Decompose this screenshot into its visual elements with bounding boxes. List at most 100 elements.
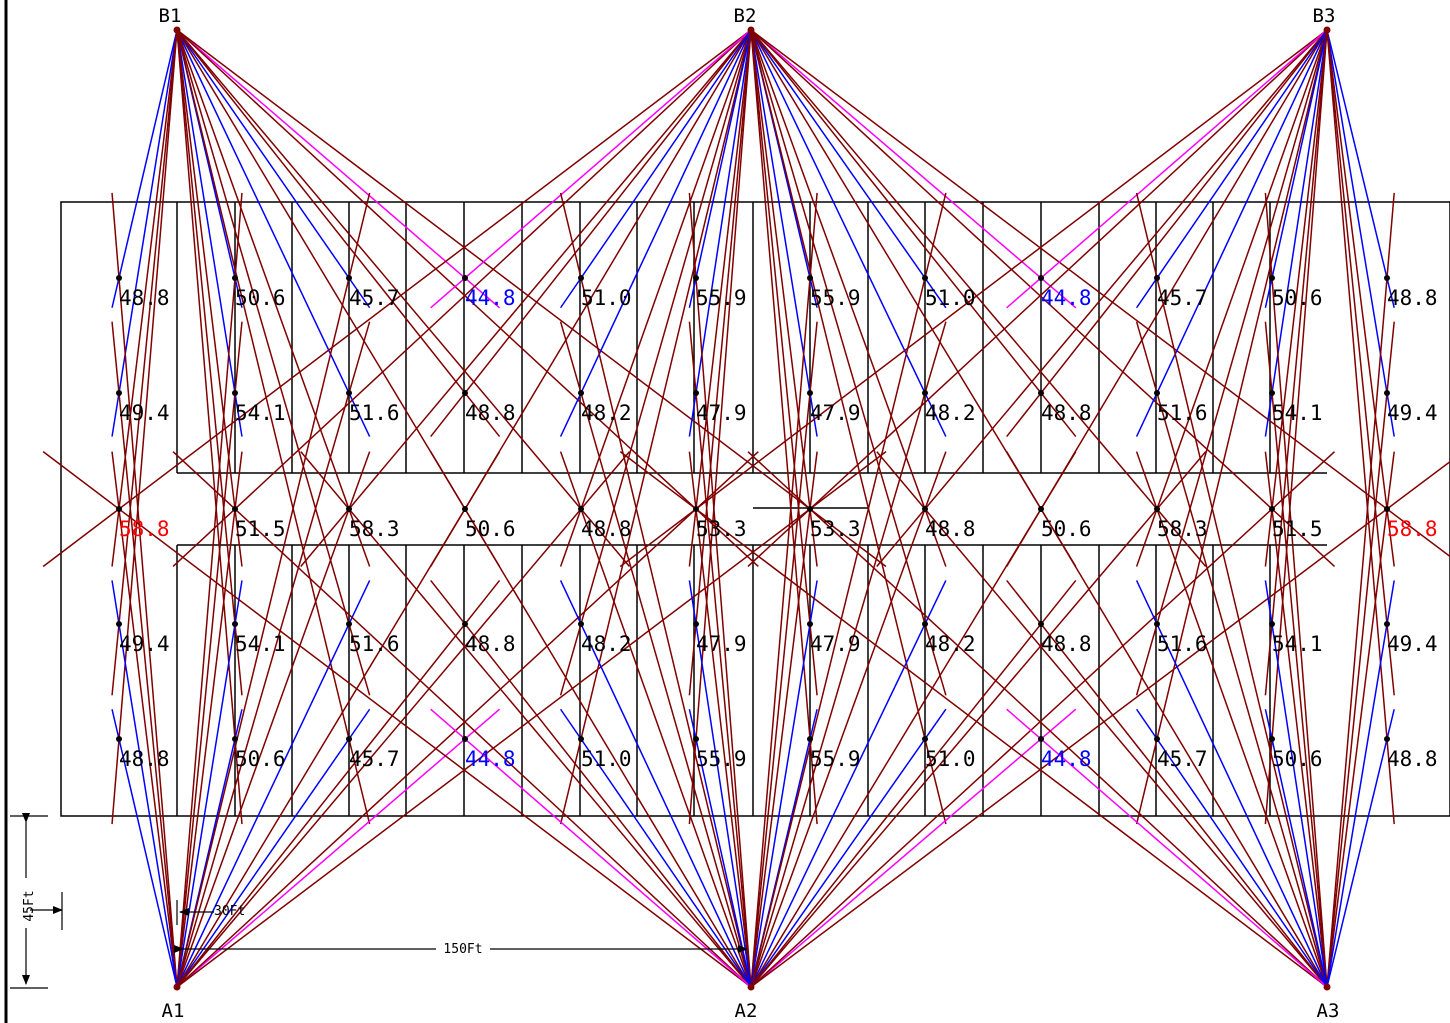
calc-point [346,275,352,281]
aiming-lines [42,29,1450,988]
aim-line [750,29,947,309]
illuminance-value: 47.9 [696,632,747,656]
illuminance-value: 51.0 [581,747,632,771]
illuminance-value: 50.6 [1041,517,1092,541]
calc-point [1038,621,1044,627]
calc-point [1269,275,1275,281]
illuminance-value: 55.9 [810,747,861,771]
calc-point [693,736,699,742]
aim-line [1326,580,1395,988]
illuminance-value: 51.6 [349,632,400,656]
aim-line [750,29,818,567]
illuminance-value: 51.6 [1157,401,1208,425]
aim-line [619,29,1328,568]
pole-A1: A1 [162,983,184,1022]
dimension-annotations: 45Ft 30Ft 150Ft [10,813,748,989]
calc-point [807,506,813,512]
aim-line [750,29,1077,309]
calc-point [578,390,584,396]
aim-line [750,29,818,825]
aim-line [176,192,243,988]
aim-line [1006,451,1328,988]
aim-line [1135,321,1328,988]
aim-line [172,451,752,988]
calc-point [922,275,928,281]
calc-point [693,275,699,281]
aim-line [559,29,752,825]
calc-point [1384,506,1390,512]
aim-line [111,29,178,696]
illuminance-value: 54.1 [235,632,286,656]
aim-line [750,451,818,988]
aim-line [688,709,752,988]
aim-line [1135,708,1328,988]
pole-A3: A3 [1317,983,1339,1022]
aim-line [300,451,752,988]
aim-line [1135,580,1328,988]
aim-line [1264,451,1328,988]
illuminance-value: 54.1 [1272,401,1323,425]
aim-line [176,451,501,988]
spacing-dimension: 150Ft [174,942,748,957]
calc-point [1038,506,1044,512]
calc-point [1269,506,1275,512]
aim-line [1264,580,1328,988]
calc-point [807,275,813,281]
aim-line [619,451,1328,988]
field-boundary [60,201,1450,817]
setback-dimension: 30Ft [176,900,245,925]
aim-line [176,29,501,309]
aim-line [559,29,752,567]
calc-point [1269,736,1275,742]
illuminance-value: 50.6 [1272,286,1323,310]
illuminance-value: 58.8 [1387,517,1438,541]
aim-line [750,579,1077,988]
calc-point [232,736,238,742]
illuminance-value: 48.8 [1387,747,1438,771]
aim-line [111,29,178,567]
aim-line [1264,29,1328,437]
aim-line [1264,709,1328,988]
aim-line [750,580,818,988]
illuminance-value: 50.6 [235,747,286,771]
aim-line [1135,29,1328,437]
aim-line [176,29,631,567]
aim-line [1006,708,1328,988]
illuminance-value: 48.8 [1387,286,1438,310]
illuminance-value: 48.2 [925,632,976,656]
aim-line [111,29,178,825]
aim-line [111,709,178,988]
aim-line [176,192,371,988]
calc-point [578,275,584,281]
calc-point [1269,621,1275,627]
aim-line [1006,579,1328,988]
illuminance-value: 51.6 [349,401,400,425]
aim-line [1135,451,1328,988]
aim-line [1264,29,1328,308]
aim-line [559,580,752,988]
aim-line [559,451,752,988]
calc-point [232,621,238,627]
illuminance-value: 53.3 [696,517,747,541]
illuminance-value: 45.7 [1157,747,1208,771]
aim-line [750,192,818,988]
aim-line [750,29,947,437]
calc-point [922,506,928,512]
aim-line [42,29,752,568]
illuminance-value: 47.9 [810,401,861,425]
aim-line [750,29,1207,567]
calc-point [578,736,584,742]
calc-point [1384,736,1390,742]
aim-line [42,451,752,988]
illuminance-value: 45.7 [1157,286,1208,310]
aim-line [750,451,1336,988]
aim-line [430,579,752,988]
illuminance-value: 48.8 [465,632,516,656]
illuminance-value: 58.3 [1157,517,1208,541]
illuminance-value: 54.1 [235,401,286,425]
aim-line [688,29,752,567]
pole-B1: B1 [159,5,181,34]
aim-line [176,29,371,309]
aim-line [750,321,947,988]
aim-line [750,192,947,988]
